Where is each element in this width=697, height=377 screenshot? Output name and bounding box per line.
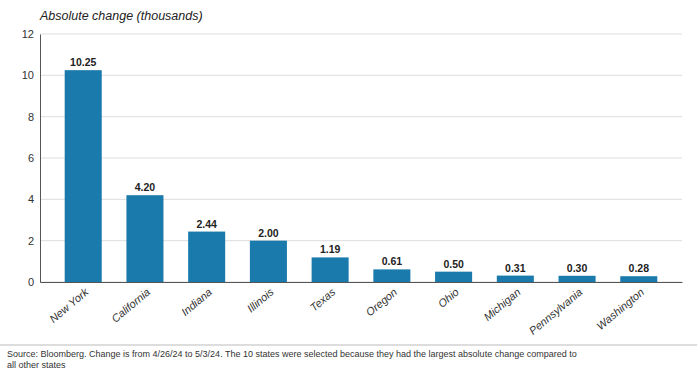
data-label: 2.00 xyxy=(258,227,279,239)
data-label: 10.25 xyxy=(70,56,96,68)
bar xyxy=(497,276,534,282)
bar xyxy=(312,257,349,282)
x-tick: Texas xyxy=(308,282,338,313)
bar xyxy=(250,241,287,282)
x-axis-line xyxy=(41,282,683,283)
chart: 0 2 4 6 8 10 12 New York California Indiana Illino… xyxy=(0,0,697,377)
source-note-line: all other states xyxy=(7,360,66,370)
x-tick-label: Oregon xyxy=(363,286,399,319)
x-tick: Ohio xyxy=(435,282,461,310)
data-label: 4.20 xyxy=(135,181,156,193)
x-tick: New York xyxy=(47,282,91,325)
y-tick: 10 xyxy=(22,69,40,81)
x-tick: Illinois xyxy=(245,282,277,314)
source-note: Source: Bloomberg. Change is from 4/26/2… xyxy=(7,349,577,370)
x-tick-label: Illinois xyxy=(245,285,277,314)
x-tick: Michigan xyxy=(481,282,522,323)
data-label: 0.50 xyxy=(443,258,464,270)
y-axis: 0 2 4 6 8 10 12 xyxy=(22,28,41,288)
bars xyxy=(65,70,658,282)
y-tick-label: 0 xyxy=(28,276,34,288)
source-rule xyxy=(0,345,697,346)
bar xyxy=(559,276,596,282)
x-tick-label: Texas xyxy=(308,285,338,313)
y-tick-label: 10 xyxy=(22,69,34,81)
plot: 0 2 4 6 8 10 12 New York California Indiana Illino… xyxy=(22,28,683,337)
grid-line xyxy=(40,158,682,159)
bar xyxy=(620,276,657,282)
y-tick: 8 xyxy=(28,111,40,123)
x-tick-label: Indiana xyxy=(179,286,214,318)
x-tick: California xyxy=(109,282,152,325)
x-tick-label: Michigan xyxy=(481,286,522,323)
bar xyxy=(65,70,102,282)
y-axis-title: Absolute change (thousands) xyxy=(39,9,203,23)
x-tick-label: Pennsylvania xyxy=(527,286,585,337)
y-tick-label: 6 xyxy=(28,152,34,164)
x-tick: Pennsylvania xyxy=(527,282,585,337)
data-label: 0.61 xyxy=(382,255,403,267)
bar xyxy=(435,272,472,282)
y-tick: 12 xyxy=(22,28,40,40)
grid xyxy=(40,34,682,282)
x-tick: Indiana xyxy=(179,282,214,318)
bar xyxy=(188,232,225,282)
y-tick: 2 xyxy=(28,235,40,247)
bar xyxy=(373,269,410,282)
data-label: 0.28 xyxy=(629,262,650,274)
x-tick: Oregon xyxy=(363,282,399,318)
x-tick: Washington xyxy=(594,282,646,332)
y-tick: 6 xyxy=(28,152,40,164)
grid-line xyxy=(40,34,682,35)
y-tick: 4 xyxy=(28,193,40,205)
data-label: 1.19 xyxy=(320,243,341,255)
x-tick-label: Washington xyxy=(594,286,646,332)
source-note-line: Source: Bloomberg. Change is from 4/26/2… xyxy=(7,349,577,359)
grid-line xyxy=(40,75,682,76)
x-tick-label: New York xyxy=(47,285,91,325)
y-tick-label: 4 xyxy=(28,193,34,205)
data-label: 2.44 xyxy=(196,218,217,230)
grid-line xyxy=(40,116,682,117)
data-labels: 10.25 4.20 2.44 2.00 1.19 0.61 0.50 0.31 0.30 0.2… xyxy=(70,56,649,274)
y-axis-line xyxy=(40,35,41,283)
y-tick-label: 8 xyxy=(28,111,34,123)
data-label: 0.30 xyxy=(567,262,588,274)
y-tick: 0 xyxy=(28,276,40,288)
y-tick-label: 2 xyxy=(28,235,34,247)
x-tick-label: Ohio xyxy=(435,286,461,310)
y-tick-label: 12 xyxy=(22,28,34,40)
data-label: 0.31 xyxy=(505,262,526,274)
x-tick-label: California xyxy=(109,286,152,325)
x-axis: New York California Indiana Illinois Texas Or… xyxy=(41,282,683,337)
bar xyxy=(126,195,163,282)
